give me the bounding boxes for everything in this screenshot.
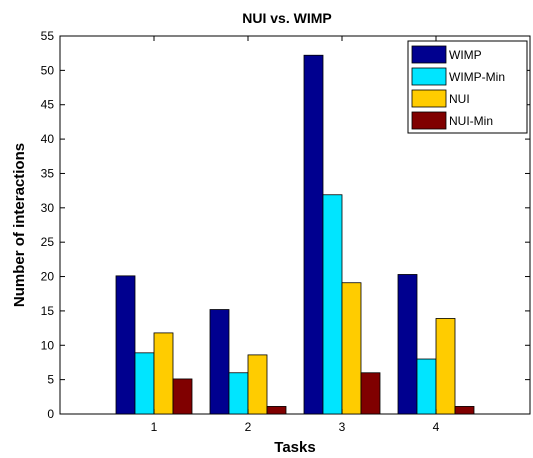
x-tick-label: 3 <box>339 420 346 434</box>
bar-nui-task-2 <box>247 354 268 415</box>
bar-wimp-min-task-2 <box>228 372 249 415</box>
bar-nui-min-task-2 <box>266 406 287 415</box>
bar-wimp-min-task-1 <box>134 352 155 415</box>
bar-wimp-min-task-3 <box>322 194 343 415</box>
bar-nui-task-4 <box>435 318 456 415</box>
x-tick-label: 2 <box>245 420 252 434</box>
bar-nui-min-task-3 <box>360 372 381 415</box>
y-axis-label: Number of interactions <box>11 143 28 307</box>
y-tick-label: 20 <box>41 270 55 284</box>
y-tick-label: 55 <box>41 29 55 43</box>
bar-wimp-min-task-4 <box>416 358 437 415</box>
legend-swatch-wimp <box>411 45 447 64</box>
y-tick-label: 10 <box>41 338 55 352</box>
legend-label-nui-min: NUI-Min <box>449 114 493 128</box>
legend-swatch-wimp-min <box>411 67 447 86</box>
y-tick-label: 40 <box>41 132 55 146</box>
legend-label-wimp: WIMP <box>449 48 482 62</box>
bar-nui-task-3 <box>341 282 362 415</box>
x-tick-label: 1 <box>151 420 158 434</box>
y-tick-label: 30 <box>41 201 55 215</box>
legend: WIMP WIMP-Min NUI NUI-Min <box>407 40 528 134</box>
y-axis: 0 5 10 15 20 25 30 35 40 45 50 55 <box>41 29 530 421</box>
legend-swatch-nui <box>411 89 447 108</box>
y-tick-label: 50 <box>41 63 55 77</box>
bar-wimp-task-4 <box>397 274 418 415</box>
x-axis: 1 2 3 4 <box>151 36 440 434</box>
bar-wimp-task-2 <box>209 309 230 415</box>
x-tick-label: 4 <box>433 420 440 434</box>
bar-nui-min-task-4 <box>454 406 475 415</box>
y-tick-label: 0 <box>47 407 54 421</box>
legend-swatch-nui-min <box>411 111 447 130</box>
y-tick-label: 45 <box>41 98 55 112</box>
legend-label-wimp-min: WIMP-Min <box>449 70 505 84</box>
y-tick-label: 25 <box>41 235 55 249</box>
bar-wimp-task-3 <box>303 54 324 415</box>
legend-label-nui: NUI <box>449 92 470 106</box>
bar-wimp-task-1 <box>115 275 136 415</box>
bar-nui-task-1 <box>153 332 174 415</box>
y-tick-label: 5 <box>47 373 54 387</box>
y-tick-label: 15 <box>41 304 55 318</box>
y-tick-label: 35 <box>41 166 55 180</box>
chart-title: NUI vs. WIMP <box>242 10 331 26</box>
bar-nui-min-task-1 <box>172 378 193 415</box>
x-axis-label: Tasks <box>274 439 315 456</box>
bars-group <box>115 54 475 415</box>
